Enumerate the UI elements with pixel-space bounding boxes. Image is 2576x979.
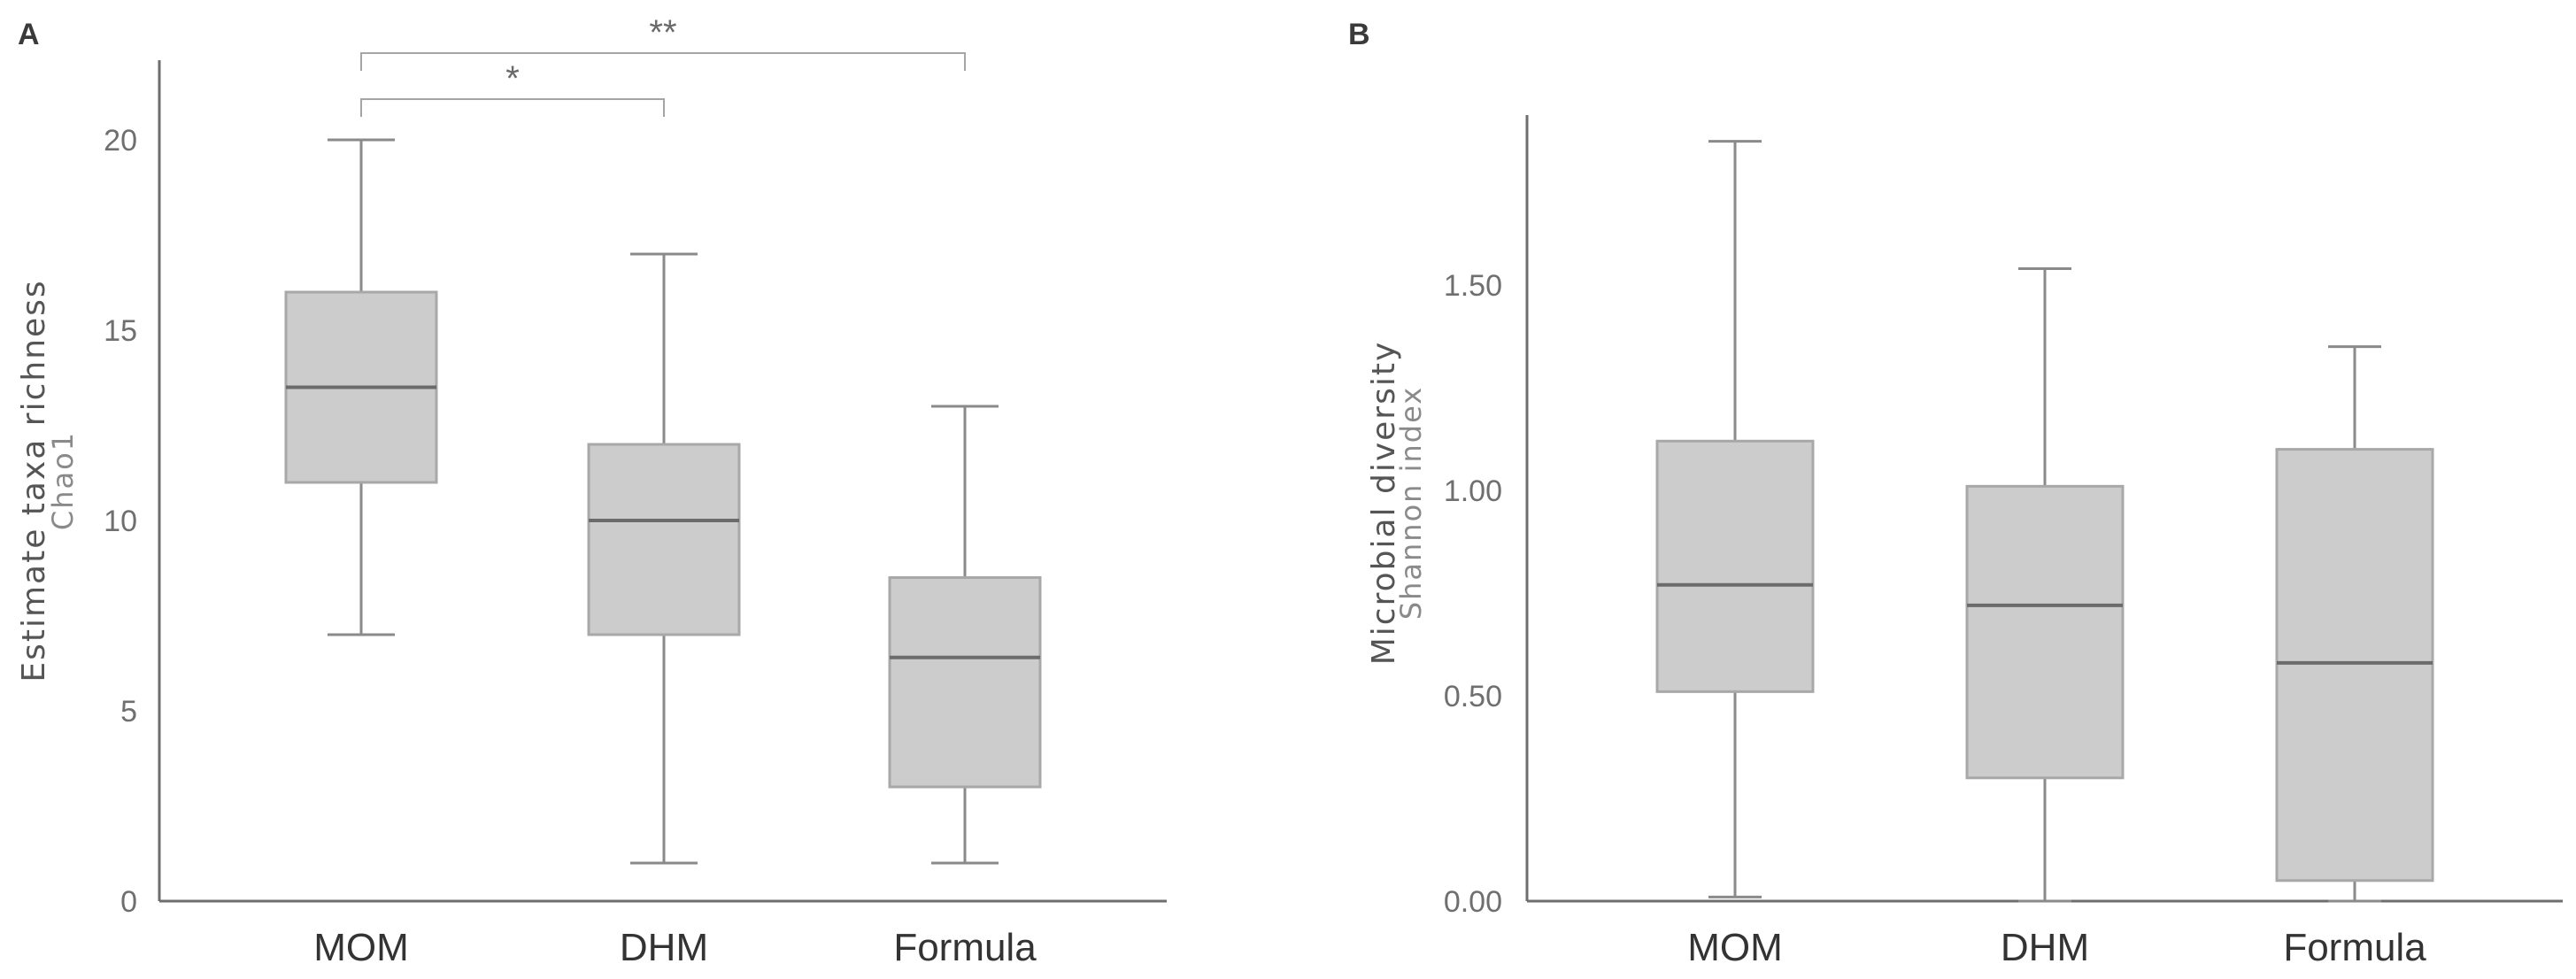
box-mom — [284, 138, 438, 636]
y-tick-label: 0 — [120, 885, 137, 919]
category-label-formula: Formula — [893, 926, 1037, 969]
box-formula — [888, 405, 1042, 865]
panel-a-y-title: Estimate taxa richness — [16, 279, 52, 682]
box-dhm — [1965, 266, 2125, 903]
iqr-box — [587, 443, 741, 636]
category-label-mom: MOM — [1687, 926, 1783, 969]
box-mom — [1655, 140, 1815, 898]
bracket-line — [360, 98, 665, 117]
iqr-box — [1965, 484, 2125, 780]
significance-bracket: ** — [360, 13, 966, 71]
box-formula — [2275, 345, 2434, 903]
panel-b-y-ticks: 0.00 0.50 1.00 1.50 — [1444, 269, 1502, 919]
y-tick-label: 1.00 — [1444, 474, 1502, 508]
iqr-box — [888, 576, 1042, 789]
panel-a-significance: *** — [360, 13, 966, 117]
significance-label: ** — [649, 13, 676, 52]
panel-b: B Microbial diversity Shannon index 0.00… — [1348, 18, 2563, 969]
category-label-dhm: DHM — [2001, 926, 2089, 969]
iqr-box — [2275, 448, 2434, 883]
panel-a-y-subtitle: Chao1 — [46, 431, 80, 530]
y-tick-label: 15 — [104, 314, 137, 348]
y-tick-label: 5 — [120, 695, 137, 728]
y-tick-label: 0.00 — [1444, 885, 1502, 919]
category-label-formula: Formula — [2283, 926, 2426, 969]
bracket-line — [360, 52, 966, 71]
y-tick-label: 0.50 — [1444, 680, 1502, 713]
category-label-mom: MOM — [313, 926, 409, 969]
panel-b-y-title: Microbial diversity — [1366, 341, 1402, 666]
panel-a-boxes — [284, 138, 1042, 865]
significance-bracket: * — [360, 59, 665, 117]
panel-a-y-ticks: 0 5 10 15 20 — [104, 124, 137, 919]
y-tick-label: 1.50 — [1444, 269, 1502, 303]
panel-a: A Estimate taxa richness Chao1 05101520 … — [16, 13, 1167, 969]
panel-b-label: B — [1348, 18, 1370, 51]
panel-a-categories: MOM DHM Formula — [313, 926, 1037, 969]
y-tick-label: 10 — [104, 505, 137, 538]
panel-b-y-subtitle: Shannon index — [1394, 386, 1428, 620]
panel-a-label: A — [18, 18, 40, 51]
significance-label: * — [505, 59, 520, 98]
category-label-dhm: DHM — [620, 926, 708, 969]
box-dhm — [587, 252, 741, 865]
panel-b-boxes — [1655, 140, 2434, 903]
panel-b-categories: MOM DHM Formula — [1687, 926, 2426, 969]
y-tick-label: 20 — [104, 124, 137, 158]
iqr-box — [1655, 439, 1815, 693]
